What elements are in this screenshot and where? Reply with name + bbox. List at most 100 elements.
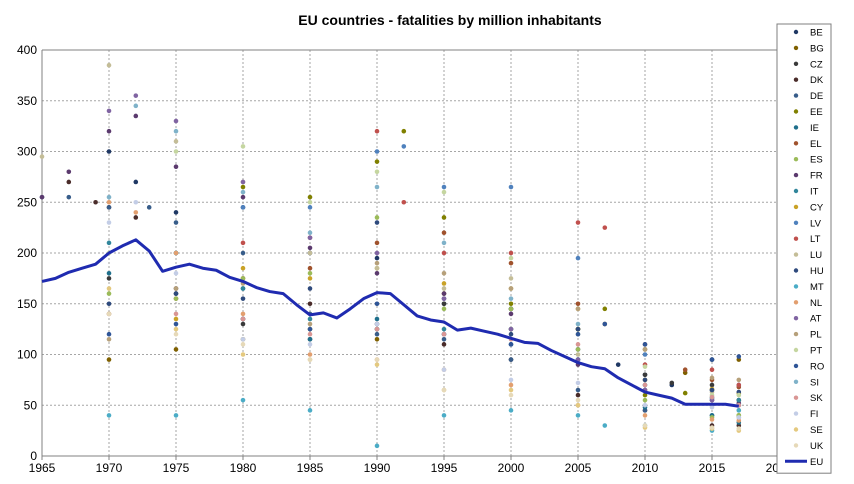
legend-item-se: SE xyxy=(793,425,823,436)
legend-marker xyxy=(793,284,799,289)
data-point-sk xyxy=(642,382,648,388)
data-point-de xyxy=(146,205,152,210)
legend-item-pl: PL xyxy=(793,330,822,341)
data-point-se xyxy=(575,402,581,408)
legend-label: DE xyxy=(810,91,823,102)
data-point-el xyxy=(508,260,514,266)
data-point-lu xyxy=(173,139,179,144)
legend-item-hu: HU xyxy=(793,266,824,277)
data-point-mt xyxy=(575,413,581,418)
legend-marker xyxy=(793,411,799,416)
y-tick-label: 250 xyxy=(17,195,37,209)
data-point-lt xyxy=(602,225,608,230)
eu-average-line xyxy=(41,238,740,408)
legend-marker xyxy=(793,252,799,257)
data-point-ro xyxy=(106,331,112,337)
data-point-si xyxy=(508,296,514,301)
x-tick-label: 1995 xyxy=(431,461,458,475)
data-point-ro xyxy=(709,357,715,362)
data-point-pt xyxy=(508,255,514,261)
legend-marker xyxy=(793,157,799,162)
legend: BE BG CZ DK DE EE IE EL ES FR IT CY LV LT LU HU MT NL AT PL… xyxy=(776,23,832,474)
data-point-lv xyxy=(374,149,380,154)
x-tick-label: 1970 xyxy=(96,461,123,475)
legend-marker xyxy=(793,395,799,400)
data-point-nl xyxy=(133,210,139,215)
data-point-hu xyxy=(240,296,246,301)
data-point-es xyxy=(508,306,514,312)
data-point-fr xyxy=(441,291,447,296)
data-point-fi xyxy=(441,367,447,373)
data-point-pt xyxy=(736,392,742,398)
data-point-de xyxy=(240,250,246,256)
series-pt xyxy=(106,144,742,398)
data-point-fi xyxy=(508,377,514,383)
legend-label: MT xyxy=(810,282,824,293)
legend-label: SE xyxy=(810,425,823,436)
legend-item-el: EL xyxy=(793,139,822,150)
x-tick-label: 1965 xyxy=(29,461,56,475)
x-tick-label: 1990 xyxy=(364,461,391,475)
data-point-at xyxy=(374,250,380,256)
data-point-pt xyxy=(441,189,447,195)
data-point-lv xyxy=(401,144,407,149)
legend-item-lu: LU xyxy=(793,250,822,261)
series-uk xyxy=(106,311,742,431)
legend-label: RO xyxy=(810,361,824,372)
data-point-ie xyxy=(307,336,313,342)
legend-item-eu: EU xyxy=(785,457,823,468)
data-point-fr xyxy=(133,113,139,119)
data-point-fi xyxy=(240,336,246,342)
data-point-ee xyxy=(307,194,313,200)
data-point-si xyxy=(133,103,139,109)
data-point-fi xyxy=(709,404,715,410)
legend-label: BE xyxy=(810,28,823,39)
series-pl xyxy=(106,260,742,383)
data-point-se xyxy=(374,362,380,367)
data-point-uk xyxy=(736,426,742,431)
data-point-si xyxy=(575,321,581,327)
data-point-be xyxy=(133,179,139,185)
legend-marker xyxy=(793,427,799,432)
data-point-it xyxy=(736,397,742,403)
data-point-lu xyxy=(508,276,514,281)
data-point-pl xyxy=(709,375,715,381)
data-point-ee xyxy=(682,390,688,396)
legend-item-ro: RO xyxy=(793,361,824,372)
data-point-mt xyxy=(240,397,246,403)
y-tick-label: 200 xyxy=(17,246,37,260)
data-point-cz xyxy=(642,372,648,378)
data-point-el xyxy=(575,301,581,307)
chart-title: EU countries - fatalities by million inh… xyxy=(298,12,602,28)
legend-marker xyxy=(793,29,799,35)
data-point-ro xyxy=(508,342,514,347)
data-point-se xyxy=(106,286,112,291)
data-point-pl xyxy=(575,306,581,312)
legend-label: IT xyxy=(810,187,819,198)
data-point-mt xyxy=(508,408,514,413)
data-point-hu xyxy=(173,291,179,296)
legend-item-es: ES xyxy=(793,155,823,166)
legend-marker xyxy=(793,141,799,146)
data-point-de xyxy=(66,194,72,200)
data-point-sk xyxy=(374,326,380,332)
data-point-pt xyxy=(307,199,313,205)
y-tick-label: 400 xyxy=(17,43,37,57)
legend-marker xyxy=(793,93,799,98)
data-point-lv xyxy=(508,184,514,190)
data-point-ee xyxy=(602,306,608,312)
legend-item-cy: CY xyxy=(793,202,824,213)
legend-item-uk: UK xyxy=(793,441,824,452)
data-point-lt xyxy=(575,220,581,225)
data-point-ro xyxy=(736,354,742,359)
data-point-cz xyxy=(106,276,112,281)
series-mt xyxy=(106,397,742,449)
data-point-se xyxy=(240,352,246,357)
data-point-hu xyxy=(307,286,313,291)
data-point-ee xyxy=(240,184,246,190)
data-point-pl xyxy=(736,377,742,383)
data-point-hu xyxy=(508,331,514,337)
data-point-fi xyxy=(307,342,313,347)
data-point-fi xyxy=(374,321,380,327)
